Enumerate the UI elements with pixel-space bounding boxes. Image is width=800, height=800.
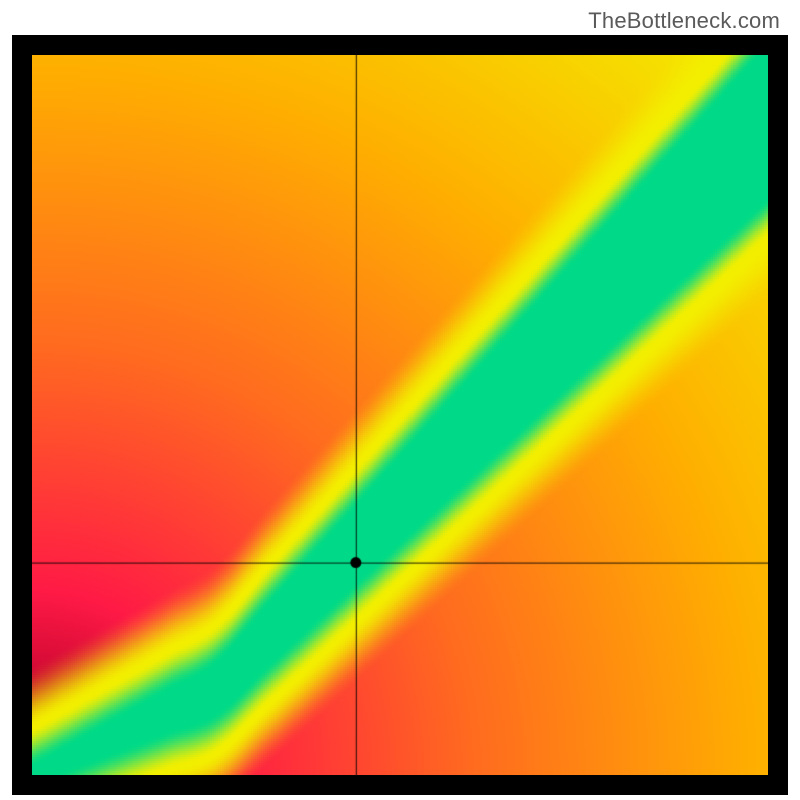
page-container: TheBottleneck.com — [0, 0, 800, 800]
watermark-text: TheBottleneck.com — [588, 8, 780, 34]
heatmap-canvas-wrap — [32, 55, 768, 775]
crosshair-overlay — [32, 55, 768, 775]
plot-frame — [12, 35, 788, 795]
